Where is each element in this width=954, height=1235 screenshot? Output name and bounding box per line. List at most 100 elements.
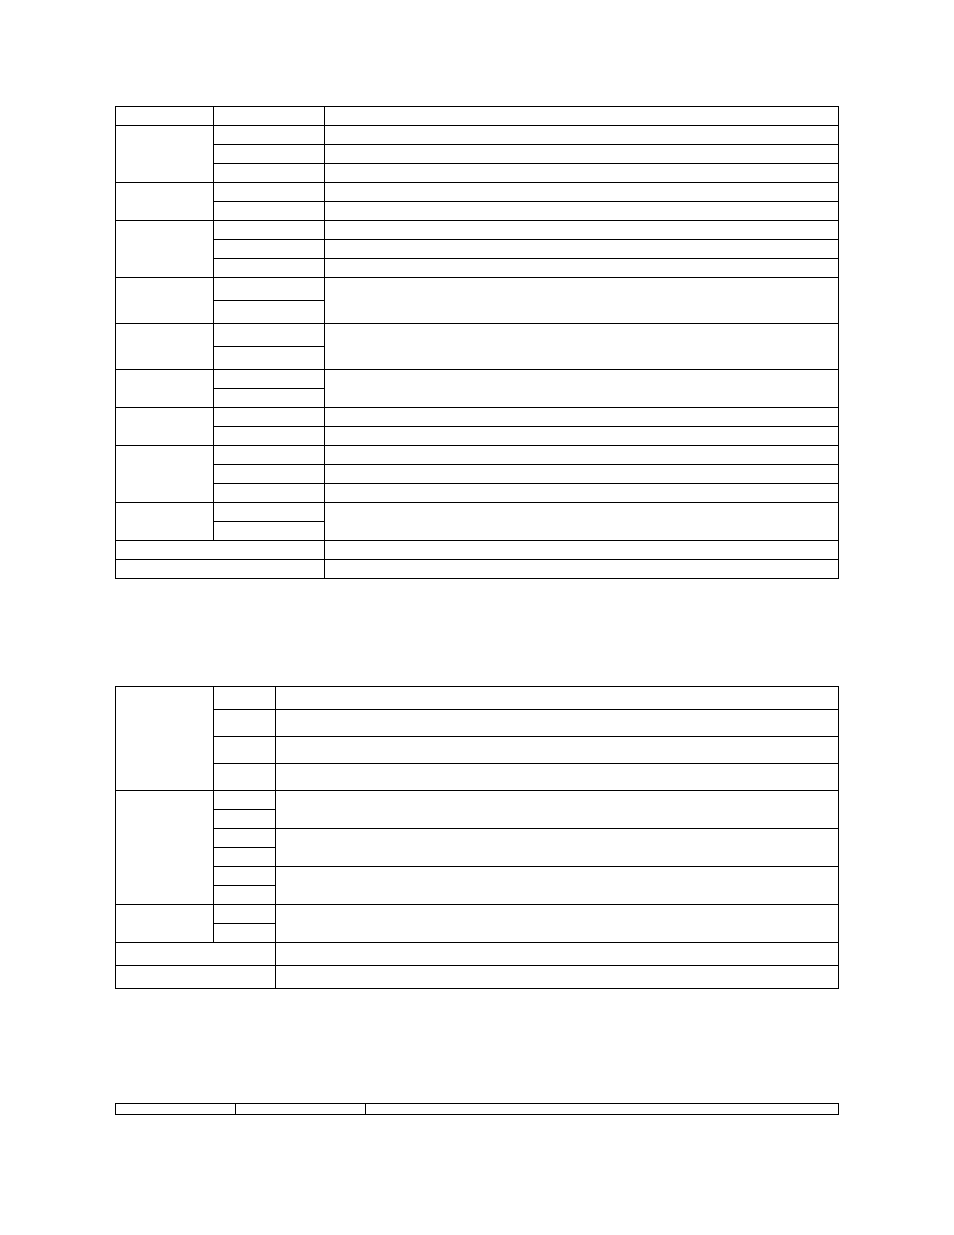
cell (325, 560, 839, 579)
table-row (116, 145, 839, 164)
table-row (116, 126, 839, 145)
cell (325, 370, 839, 408)
cell (214, 791, 276, 810)
cell (366, 1104, 839, 1115)
cell (214, 465, 325, 484)
cell (116, 560, 325, 579)
cell (214, 126, 325, 145)
cell (325, 446, 839, 465)
table-row (116, 1104, 839, 1115)
cell (116, 221, 214, 278)
table-row (116, 202, 839, 221)
table-row (116, 737, 839, 764)
table-row (116, 484, 839, 503)
cell (214, 183, 325, 202)
cell (276, 710, 839, 737)
cell (214, 886, 276, 905)
table-row (116, 829, 839, 848)
cell (116, 966, 276, 989)
cell (214, 737, 276, 764)
cell (325, 202, 839, 221)
table-1 (115, 106, 839, 579)
cell (214, 924, 276, 943)
cell (214, 107, 325, 126)
cell (214, 240, 325, 259)
cell (276, 867, 839, 905)
cell (214, 905, 276, 924)
cell (214, 408, 325, 427)
cell (214, 370, 325, 389)
cell (325, 259, 839, 278)
cell (214, 389, 325, 408)
cell (214, 829, 276, 848)
cell (116, 687, 214, 791)
cell (276, 905, 839, 943)
cell (325, 324, 839, 370)
cell (325, 427, 839, 446)
cell (116, 503, 214, 541)
table-2 (115, 686, 839, 989)
table-row (116, 183, 839, 202)
table-row (116, 259, 839, 278)
table-row (116, 943, 839, 966)
cell (116, 943, 276, 966)
cell (116, 905, 214, 943)
table-row (116, 687, 839, 710)
cell (214, 347, 325, 370)
cell (214, 301, 325, 324)
table-row (116, 107, 839, 126)
cell (214, 484, 325, 503)
cell (214, 503, 325, 522)
cell (214, 848, 276, 867)
table-row (116, 710, 839, 737)
cell (116, 324, 214, 370)
cell (116, 1104, 236, 1115)
cell (116, 126, 214, 183)
cell (214, 145, 325, 164)
cell (214, 710, 276, 737)
cell (214, 810, 276, 829)
cell (325, 503, 839, 541)
table-row (116, 370, 839, 389)
cell (276, 687, 839, 710)
cell (214, 867, 276, 886)
cell (276, 829, 839, 867)
cell (236, 1104, 366, 1115)
cell (276, 943, 839, 966)
cell (325, 541, 839, 560)
table-row (116, 503, 839, 522)
cell (116, 278, 214, 324)
cell (214, 446, 325, 465)
cell (325, 221, 839, 240)
cell (214, 278, 325, 301)
cell (214, 164, 325, 183)
cell (116, 541, 325, 560)
table-row (116, 867, 839, 886)
cell (325, 107, 839, 126)
cell (214, 324, 325, 347)
cell (116, 408, 214, 446)
table-row (116, 408, 839, 427)
cell (325, 145, 839, 164)
table-row (116, 560, 839, 579)
table-row (116, 764, 839, 791)
table-row (116, 966, 839, 989)
cell (276, 764, 839, 791)
table-row (116, 240, 839, 259)
table-row (116, 324, 839, 347)
cell (214, 764, 276, 791)
cell (214, 259, 325, 278)
cell (214, 522, 325, 541)
table-row (116, 446, 839, 465)
cell (276, 737, 839, 764)
cell (116, 446, 214, 503)
table-row (116, 791, 839, 810)
cell (325, 484, 839, 503)
cell (276, 791, 839, 829)
cell (325, 183, 839, 202)
cell (325, 164, 839, 183)
table-1-container (115, 106, 839, 579)
table-row (116, 278, 839, 301)
table-row (116, 905, 839, 924)
cell (116, 107, 214, 126)
